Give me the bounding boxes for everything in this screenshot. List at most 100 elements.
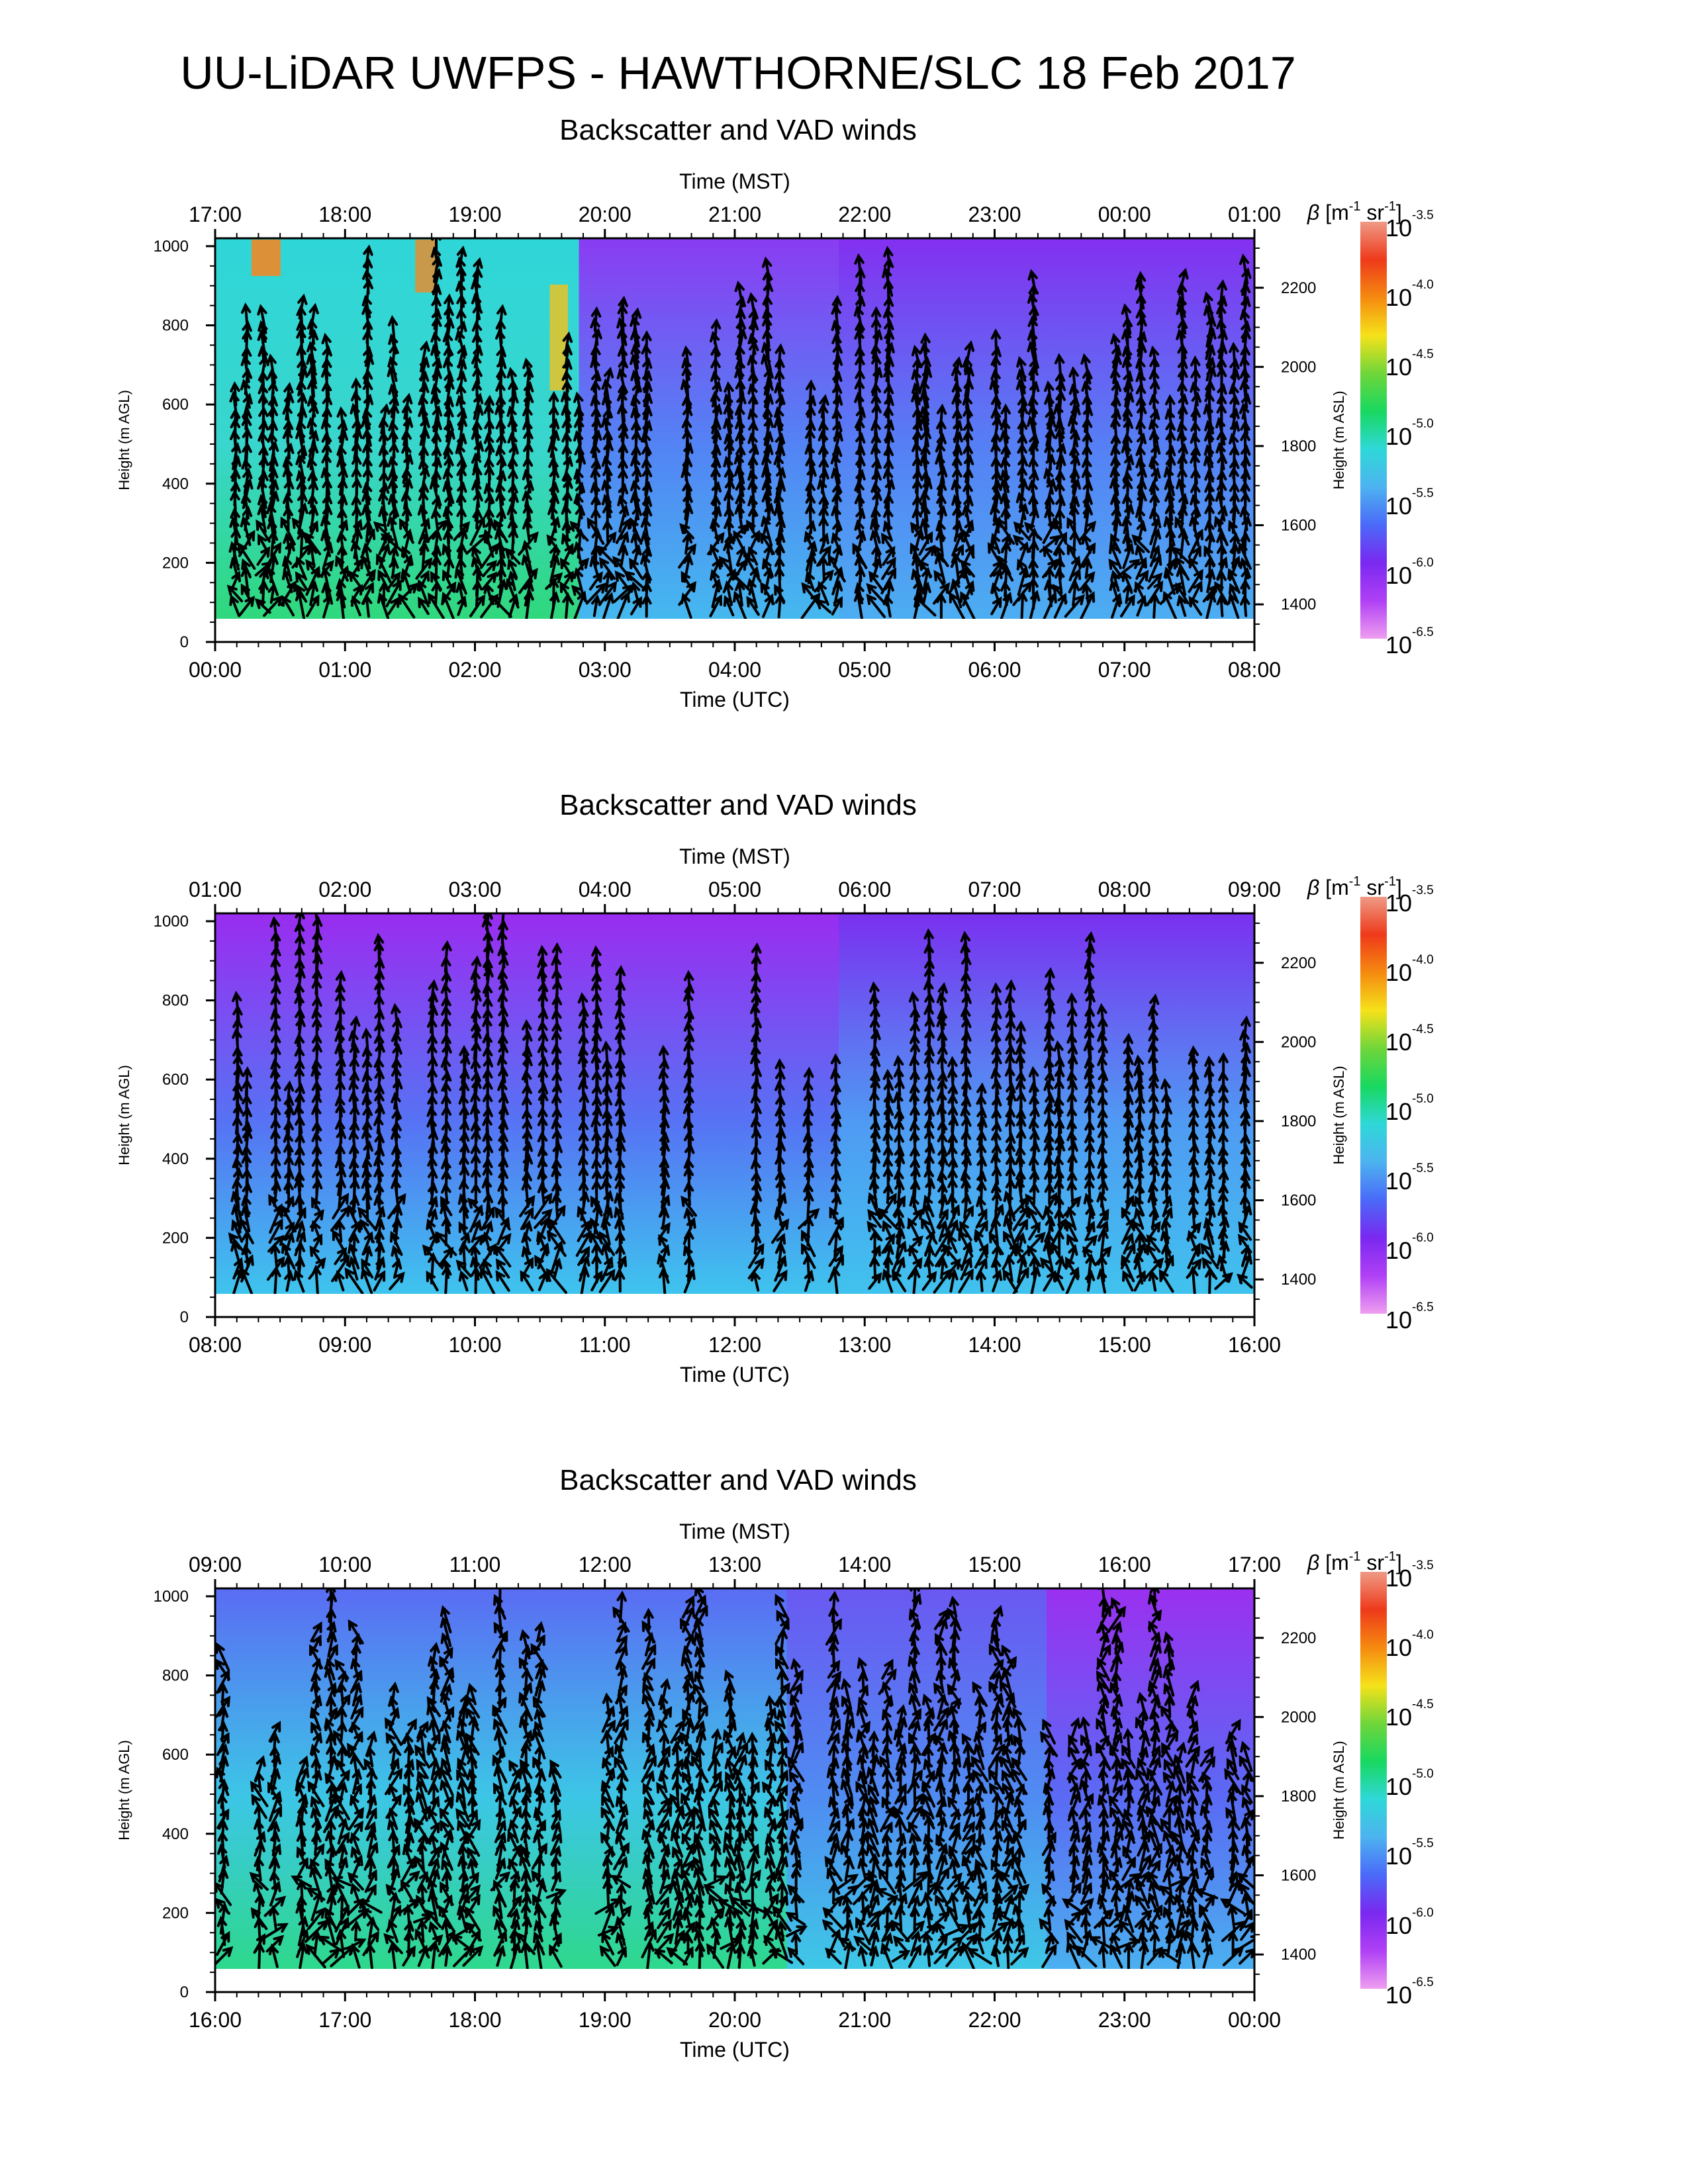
wind-arrow [494,1602,504,1636]
wind-arrow [240,1204,251,1232]
wind-arrow [827,1659,841,1679]
utc-tick-label: 14:00 [968,1333,1021,1357]
wind-arrow [1112,1769,1123,1794]
wind-arrow [905,1920,925,1942]
wind-arrow [1172,546,1192,566]
wind-arrow [416,1778,428,1809]
wind-arrow [772,1905,792,1933]
wind-arrow [1162,590,1178,619]
wind-arrow [1069,580,1080,607]
colorbar-tick-exponent: -3.5 [1412,208,1434,222]
utc-tick-label: 08:00 [189,1333,242,1357]
wind-arrow [990,596,1002,615]
wind-arrow [1240,1741,1253,1772]
wind-arrow [1226,1757,1240,1780]
wind-arrow [601,1931,615,1956]
wind-arrow [681,1595,695,1619]
wind-arrow [442,1264,452,1294]
wind-arrow [1000,506,1011,531]
asl-tick-label: 2200 [1281,279,1316,297]
wind-arrow [1041,1943,1057,1968]
wind-arrow [1158,1269,1174,1293]
wind-arrow [455,1790,470,1822]
wind-arrow [761,453,772,484]
wind-arrow [548,1205,566,1232]
wind-arrow [1027,479,1038,508]
wind-arrow [682,1946,694,1966]
colorbar-tick-base: 10 [1385,1167,1412,1195]
wind-arrow [615,1635,628,1654]
wind-arrow [1186,1771,1199,1792]
colorbar-tick-exponent: -4.5 [1412,1698,1434,1711]
wind-arrow [257,478,267,510]
wind-arrow [1240,1193,1250,1218]
wind-arrow [933,1882,949,1905]
wind-arrow [310,1890,323,1921]
wind-arrow [770,1948,794,1964]
colorbar-tick-base: 10 [1385,1773,1412,1800]
wind-arrow [1096,1657,1110,1682]
wind-arrow [549,590,560,619]
wind-arrow [306,378,318,410]
wind-arrow [910,1752,921,1785]
wind-arrow [1079,571,1096,591]
panel-3: Backscatter and VAD winds Time (MST) Time… [0,1350,1688,2062]
wind-arrow [1044,1231,1055,1255]
wind-arrow [868,1178,880,1208]
wind-arrow [388,1830,399,1858]
wind-arrow [1163,465,1175,496]
wind-arrow [711,403,723,435]
wind-arrow [724,381,734,406]
wind-arrow [694,1940,706,1969]
wind-arrow [1241,1244,1251,1267]
wind-arrow [1013,521,1031,541]
wind-arrow [495,1944,506,1967]
wind-arrow [350,1832,361,1856]
colorbar-tick-base: 10 [1385,562,1412,589]
wind-arrow [773,492,784,520]
wind-arrow [230,507,240,529]
mst-tick-label: 18:00 [318,203,371,226]
wind-arrow [990,532,1001,555]
wind-arrow [1098,1227,1109,1259]
wind-arrow [380,533,406,555]
wind-arrow [747,1820,758,1842]
wind-arrow [1081,533,1092,554]
wind-arrow [947,1905,962,1933]
wind-arrow [894,1783,907,1805]
wind-arrow [1202,1942,1213,1969]
wind-arrow [1160,1730,1179,1758]
wind-arrow [644,1940,655,1969]
wind-arrow [959,1922,978,1940]
wind-arrow [842,1754,853,1783]
wind-arrow [441,1858,452,1879]
wind-arrow [1123,1808,1134,1829]
wind-arrow [693,1840,704,1872]
wind-arrow [335,1218,346,1243]
wind-arrow [866,583,886,604]
wind-arrow [992,1669,1003,1694]
wind-arrow [1097,1254,1107,1283]
wind-arrow [549,1831,563,1856]
wind-arrow [776,1769,788,1794]
wind-arrow [387,1942,399,1969]
wind-arrow [334,1769,350,1794]
colorbar-tick-base: 10 [1385,1704,1412,1731]
wind-arrow [229,594,241,617]
wind-arrow [509,1877,520,1910]
mst-tick-label: 07:00 [968,878,1021,901]
wind-arrow [671,1778,682,1809]
colorbar-tick-exponent: -4.5 [1412,347,1434,361]
wind-arrow [1080,1882,1093,1905]
wind-arrow [789,1817,804,1845]
wind-arrow [472,579,483,608]
wind-arrow [297,1915,308,1946]
colorbar-tick-exponent: -5.0 [1412,417,1434,431]
wind-arrow [237,542,256,570]
wind-arrow [440,1605,452,1634]
wind-arrow [1082,557,1093,579]
wind-arrow [599,1944,616,1967]
wind-arrow [878,1868,896,1895]
wind-arrow [998,1884,1019,1904]
wind-arrow [295,589,306,619]
